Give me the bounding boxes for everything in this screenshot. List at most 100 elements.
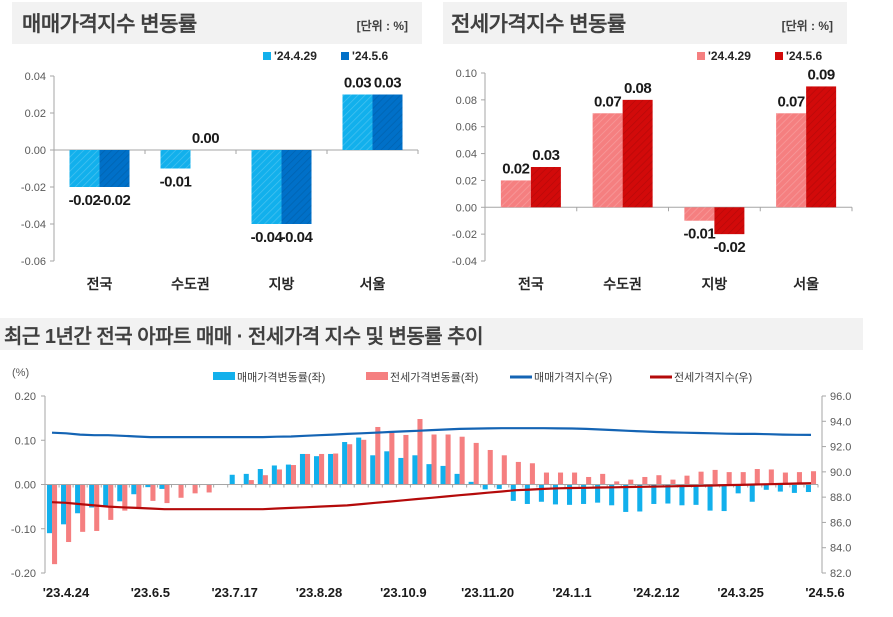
jeonse-change-bar	[361, 439, 367, 485]
jeonse-change-bar	[375, 426, 381, 485]
sale-change-bar	[454, 473, 460, 485]
sale-change-bar	[763, 484, 769, 490]
jeonse-bar-hatch	[500, 180, 531, 208]
jeonse-legend-swatch	[697, 52, 705, 60]
jeonse-bar-value-label: 0.02	[502, 160, 529, 177]
sale-change-bar	[651, 484, 657, 504]
sale-change-bar	[398, 457, 404, 485]
trend-y-right-tick-label: 92.0	[830, 442, 851, 454]
sale-change-bar	[271, 465, 277, 485]
sale-legend-label: '24.5.6	[352, 49, 389, 63]
jeonse-change-bar	[656, 475, 662, 485]
jeonse-change-chart: 0.10 0.08 0.06 0.04 0.02 0.00 -0.02 -0.04 전국 0.02…	[452, 49, 853, 292]
sale-change-bar	[384, 451, 390, 485]
sale-change-bar	[482, 484, 488, 490]
sale-bar-value-label: 0.03	[344, 75, 371, 92]
sale-bar-value-label: -0.02	[99, 192, 131, 209]
jeonse-y-tick-label: -0.02	[452, 229, 477, 241]
sale-change-bar	[805, 484, 811, 493]
sale-change-bar	[791, 484, 797, 493]
trend-chart-title-bar: 최근 1년간 전국 아파트 매매 · 전세가격 지수 및 변동률 추이	[0, 318, 863, 350]
sale-change-bar	[229, 474, 235, 485]
jeonse-change-bar	[192, 484, 198, 494]
trend-x-tick-label: '23.11.20	[461, 585, 514, 600]
jeonse-change-bar	[754, 469, 760, 485]
sale-bar-hatch	[372, 94, 403, 150]
sale-change-bar	[342, 442, 348, 485]
jeonse-bar-value-label: 0.07	[594, 93, 621, 110]
sale-change-bar	[468, 481, 474, 485]
sale-change-bar	[131, 484, 137, 495]
jeonse-y-tick-label: 0.04	[456, 149, 477, 161]
sale-bar-hatch	[69, 150, 100, 187]
jeonse-bar-value-label: 0.09	[808, 66, 835, 83]
trend-x-tick-label: '23.10.9	[380, 585, 426, 600]
sale-change-bar	[370, 455, 376, 485]
jeonse-change-bar	[431, 434, 437, 485]
jeonse-change-bar	[572, 472, 578, 485]
jeonse-bar-value-label: -0.02	[714, 239, 746, 256]
sale-bar-value-label: -0.04	[251, 229, 284, 246]
jeonse-bar-hatch	[592, 113, 623, 208]
sale-change-bar	[693, 484, 699, 505]
sale-change-bar	[735, 484, 741, 494]
sale-change-bar	[243, 473, 249, 485]
trend-y-left-tick-label: -0.10	[11, 524, 36, 536]
sale-change-bar	[75, 484, 81, 514]
sale-change-bar	[777, 484, 783, 492]
jeonse-change-bar	[206, 484, 212, 493]
jeonse-y-tick-label: 0.10	[456, 68, 477, 80]
trend-legend-label: 매매가격변동률(좌)	[237, 371, 325, 384]
jeonse-bar-value-label: 0.07	[778, 93, 805, 110]
jeonse-chart-unit: [단위 : %]	[781, 19, 833, 33]
trend-y-left-tick-label: 0.10	[15, 435, 36, 447]
jeonse-change-bar	[178, 484, 184, 498]
jeonse-change-bar	[417, 419, 423, 485]
jeonse-change-bar	[586, 476, 592, 485]
trend-y-right-tick-label: 88.0	[830, 492, 851, 504]
jeonse-change-bar	[108, 484, 114, 520]
trend-legend-label: 전세가격지수(우)	[674, 371, 752, 384]
sale-category-label: 서울	[360, 276, 386, 292]
sale-change-bar	[581, 484, 587, 504]
jeonse-bar-value-label: 0.08	[624, 80, 651, 97]
jeonse-y-tick-label: 0.06	[456, 122, 477, 134]
jeonse-category-label: 전국	[518, 276, 544, 292]
sale-change-bar	[412, 455, 418, 485]
jeonse-legend-label: '24.5.6	[786, 49, 823, 63]
sale-change-bar	[145, 484, 151, 488]
sale-change-bar	[61, 484, 67, 525]
trend-legend-label: 전세가격변동률(좌)	[390, 371, 478, 384]
sale-change-bar	[46, 484, 53, 534]
jeonse-change-bar	[347, 444, 353, 485]
sale-chart-title: 매매가격지수 변동률	[22, 13, 197, 36]
jeonse-change-bar	[389, 432, 395, 485]
sale-bar-hatch	[99, 150, 130, 187]
sale-change-bar	[117, 484, 123, 502]
sale-change-bar	[299, 453, 306, 485]
trend-y-right-tick-label: 94.0	[830, 416, 851, 428]
trend-x-tick-label: '24.1.1	[552, 585, 591, 600]
jeonse-change-bar	[726, 472, 732, 485]
sale-category-label: 지방	[269, 276, 295, 292]
jeonse-change-bar	[66, 484, 72, 543]
jeonse-change-bar	[796, 472, 802, 485]
sale-y-tick-label: -0.04	[21, 219, 46, 231]
jeonse-category-label: 지방	[701, 276, 727, 292]
sale-category-label: 전국	[87, 276, 113, 292]
jeonse-change-bar	[782, 472, 788, 485]
sale-change-bar	[328, 453, 334, 485]
jeonse-change-bar	[164, 484, 170, 504]
sale-change-chart: 0.040.020.00-0.02-0.04-0.06전국-0.02-0.02수…	[21, 49, 419, 292]
sale-change-bar	[609, 484, 615, 506]
trend-x-tick-label: '24.2.12	[633, 585, 679, 600]
jeonse-change-bar	[473, 442, 479, 485]
sale-y-tick-label: -0.06	[21, 256, 46, 268]
jeonse-change-bar	[136, 484, 142, 508]
sale-bar-hatch	[160, 150, 191, 169]
sale-change-bar	[679, 484, 685, 506]
trend-x-tick-label: '23.6.5	[131, 585, 170, 600]
sale-index-line	[51, 427, 812, 439]
trend-y-right-tick-label: 82.0	[830, 568, 851, 580]
